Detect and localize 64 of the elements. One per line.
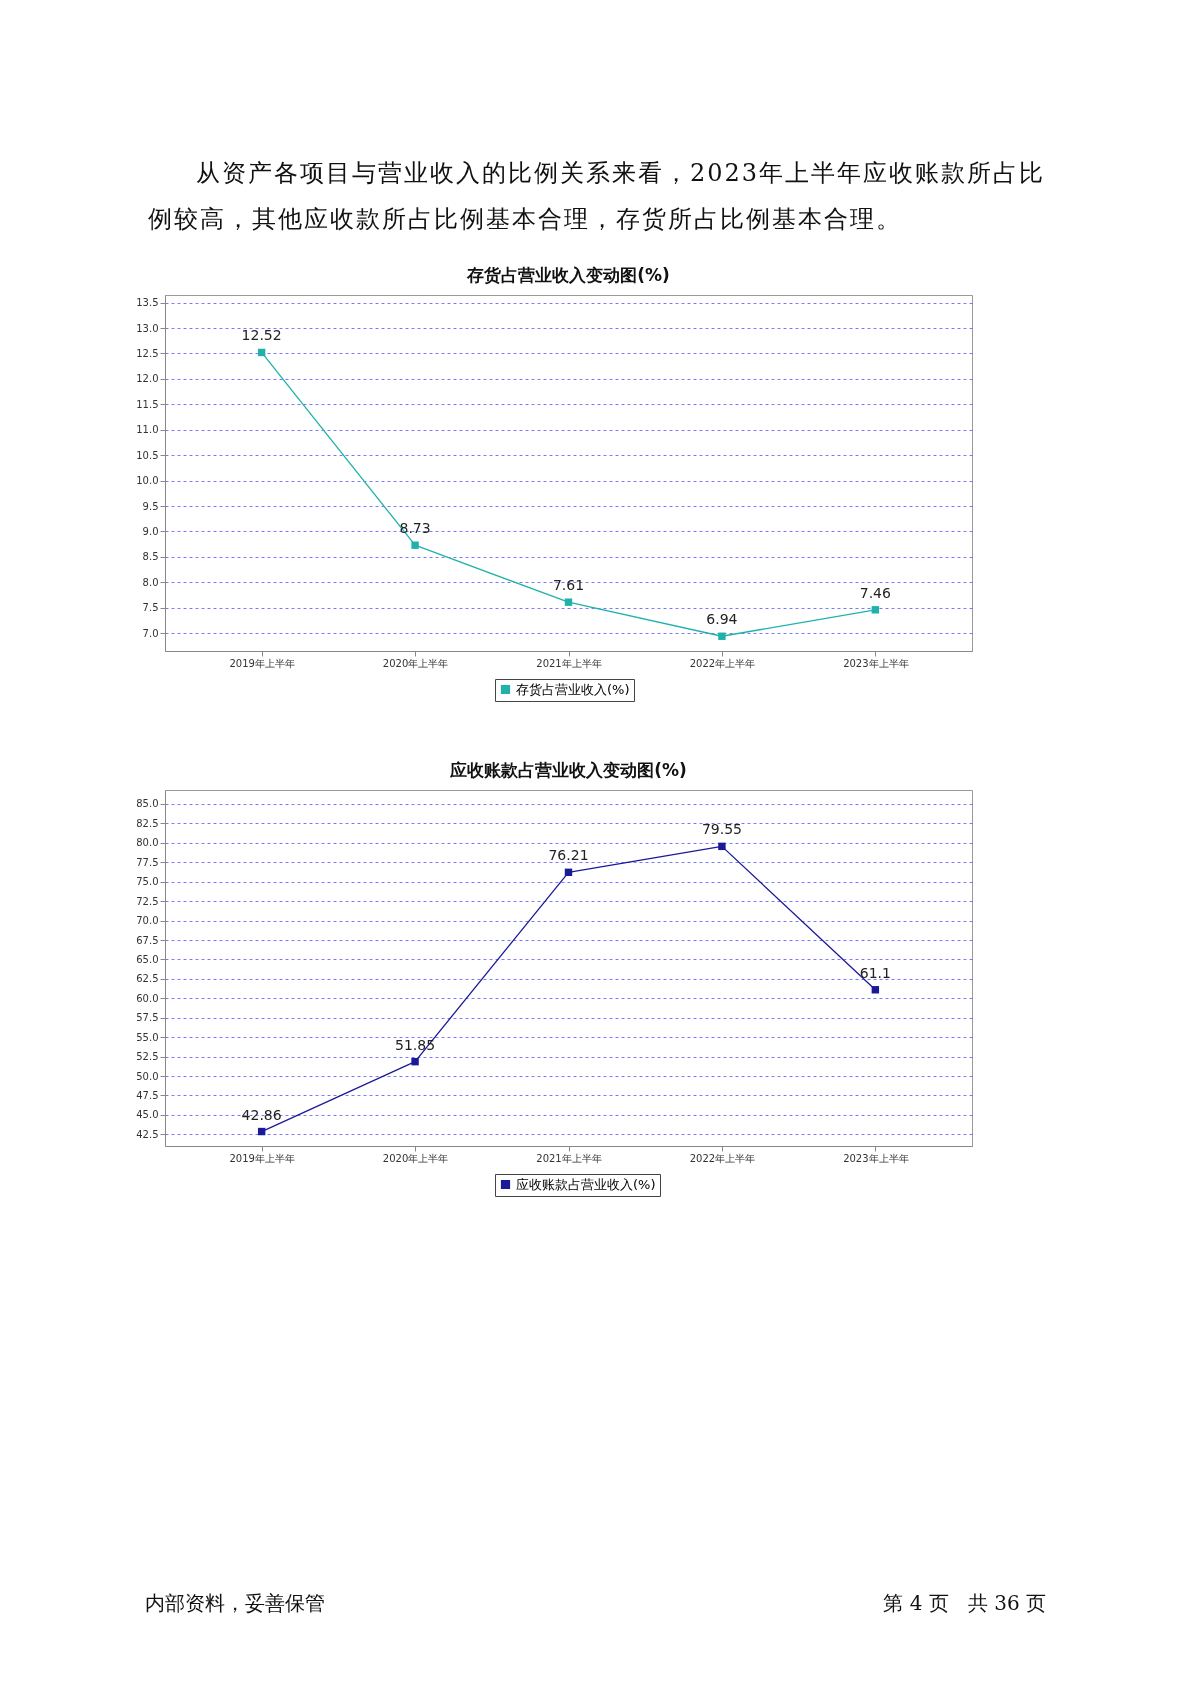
- data-label: 61.1: [859, 964, 891, 981]
- y-tick-label: 85.0: [136, 798, 159, 810]
- y-tick-label: 52.5: [136, 1051, 159, 1063]
- chart-title: 存货占营业收入变动图(%): [466, 265, 670, 285]
- y-tick-label: 65.0: [136, 953, 159, 965]
- x-tick-label: 2023年上半年: [843, 1152, 909, 1164]
- y-tick-label: 12.5: [136, 347, 159, 359]
- x-tick-label: 2020年上半年: [382, 1152, 449, 1164]
- y-tick-label: 55.0: [136, 1031, 159, 1043]
- data-label: 8.73: [399, 520, 431, 537]
- data-label: 76.21: [548, 847, 589, 864]
- x-tick-label: 2021年上半年: [536, 1152, 602, 1164]
- text: 第 4 页 共 36 页: [883, 1590, 1046, 1617]
- y-tick-label: 77.5: [136, 856, 159, 868]
- y-tick-label: 11.5: [136, 398, 159, 410]
- y-tick-label: 50.0: [136, 1070, 159, 1082]
- x-tick-label: 2020年上半年: [382, 657, 449, 669]
- y-tick-label: 60.0: [136, 992, 159, 1004]
- y-tick-label: 11.0: [136, 424, 159, 436]
- y-tick-label: 80.0: [136, 837, 159, 849]
- y-tick-label: 47.5: [136, 1089, 159, 1101]
- point: [718, 842, 726, 851]
- point: [718, 632, 726, 640]
- y-tick-label: 10.0: [136, 475, 159, 487]
- point: [871, 606, 880, 614]
- y-tick-label: 7.0: [142, 627, 159, 639]
- point: [411, 1057, 419, 1066]
- y-tick-label: 62.5: [136, 973, 159, 985]
- data-label: 7.46: [859, 584, 892, 601]
- point: [411, 541, 419, 549]
- y-tick-label: 8.5: [142, 551, 159, 563]
- y-tick-label: 70.0: [136, 915, 159, 927]
- x-tick-label: 2019年上半年: [229, 1152, 295, 1164]
- data-label: 6.94: [706, 611, 738, 628]
- y-tick-label: 13.5: [136, 297, 159, 309]
- y-tick-label: 57.5: [136, 1012, 159, 1024]
- y-tick-label: 8.0: [142, 576, 159, 588]
- data-label: 7.61: [552, 577, 585, 594]
- y-tick-label: 75.0: [136, 876, 159, 888]
- x-tick-label: 2022年上半年: [689, 1152, 756, 1164]
- text: 从资产各项目与营业收入的比例关系来看，2023年上半年应收账款所占比例较高，其他应收款所占比例基本合理，存货所占比例基本合理。: [148, 158, 1047, 235]
- chart-title: 应收账款占营业收入变动图(%): [449, 760, 687, 780]
- y-tick-label: 72.5: [136, 895, 159, 907]
- y-tick-label: 42.5: [136, 1128, 159, 1140]
- data-label: 12.52: [241, 327, 282, 344]
- y-tick-label: 9.0: [142, 525, 159, 537]
- x-tick-label: 2023年上半年: [843, 657, 909, 669]
- y-tick-label: 67.5: [136, 934, 159, 946]
- legend-label: 应收账款占营业收入(%): [516, 1176, 656, 1192]
- legend-label: 存货占营业收入(%): [516, 681, 630, 697]
- data-label: 42.86: [241, 1106, 282, 1123]
- data-label: 79.55: [701, 821, 742, 838]
- text: 内部资料，妥善保管: [145, 1590, 325, 1617]
- point: [564, 598, 573, 606]
- y-tick-label: 13.0: [136, 322, 159, 334]
- x-tick-label: 2021年上半年: [536, 657, 602, 669]
- y-tick-label: 10.5: [136, 449, 159, 461]
- y-tick-label: 7.5: [142, 602, 159, 614]
- x-tick-label: 2022年上半年: [689, 657, 756, 669]
- y-tick-label: 82.5: [136, 817, 159, 829]
- y-tick-label: 12.0: [136, 373, 159, 385]
- x-tick-label: 2019年上半年: [229, 657, 295, 669]
- y-tick-label: 9.5: [142, 500, 159, 512]
- y-tick-label: 45.0: [136, 1109, 159, 1121]
